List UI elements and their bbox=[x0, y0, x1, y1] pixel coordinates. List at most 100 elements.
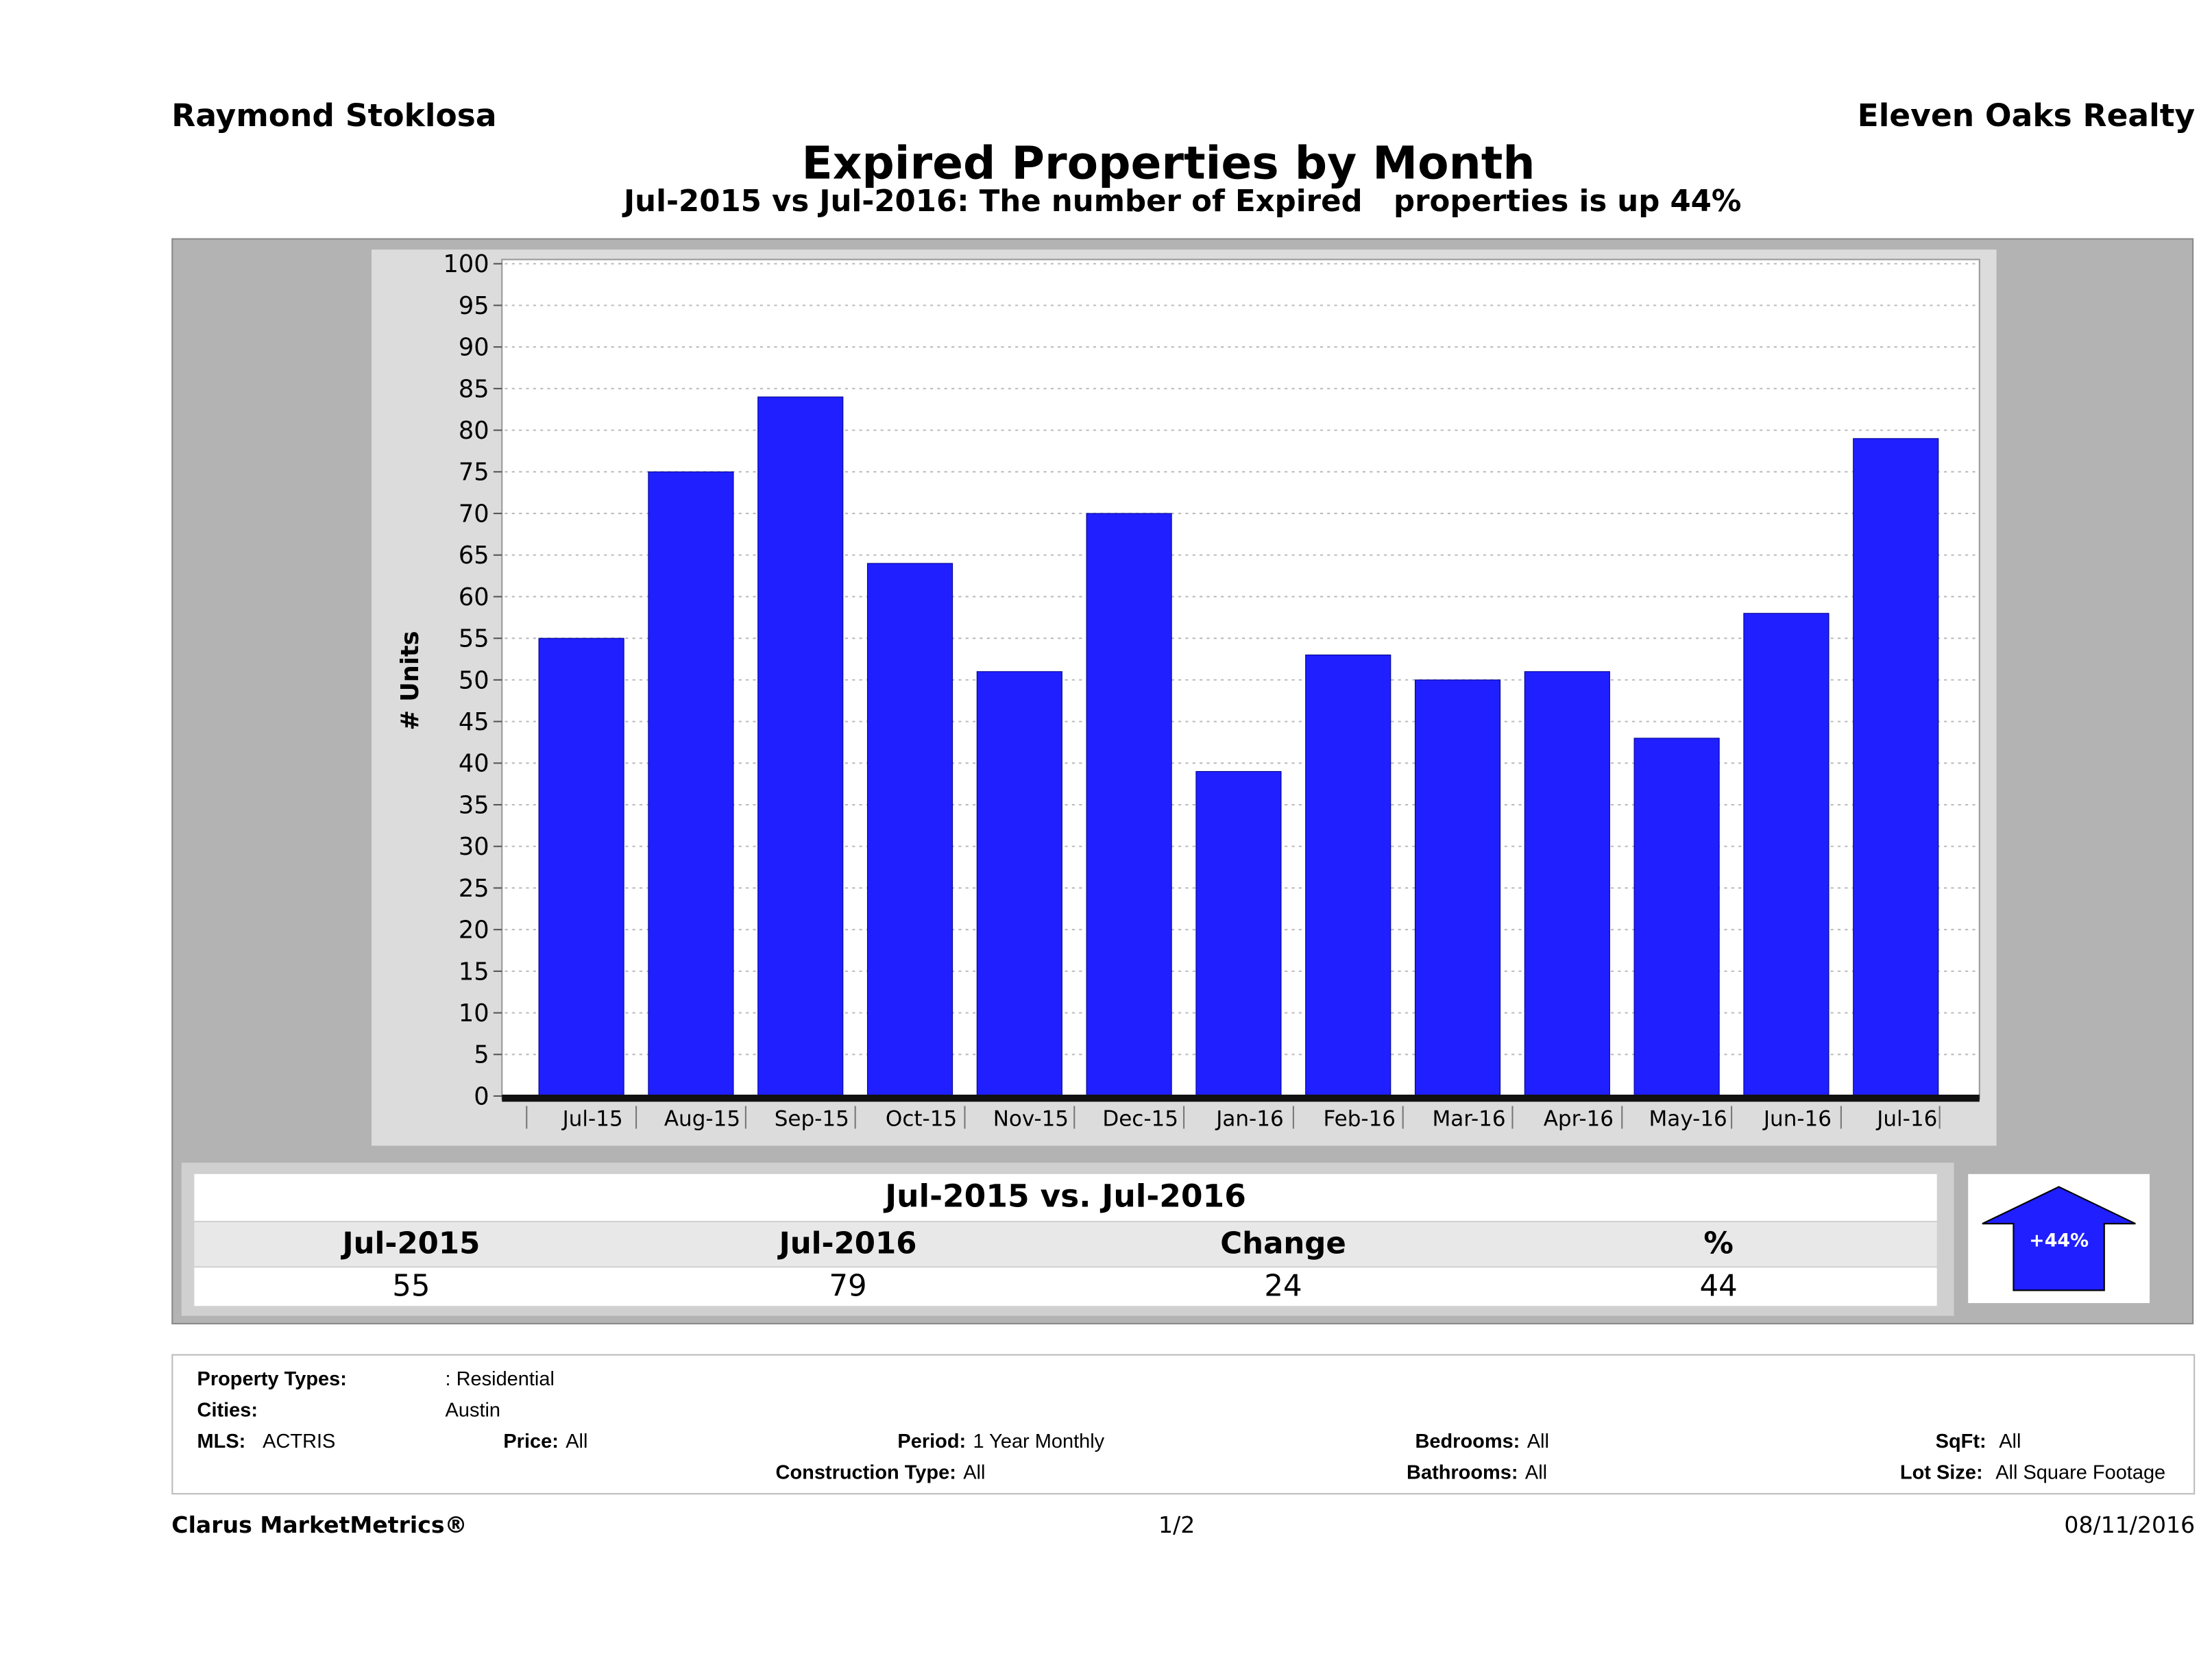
cities-label: Cities: bbox=[197, 1398, 258, 1421]
chart-subtitle: Jul-2015 vs Jul-2016: The number of Expi… bbox=[623, 184, 1742, 219]
y-tick-label: 95 bbox=[459, 292, 489, 320]
y-tick-label: 25 bbox=[459, 875, 489, 903]
value-jul-2015: 55 bbox=[392, 1269, 430, 1304]
summary-header-row: Jul-2015 Jul-2016 Change % bbox=[194, 1222, 1937, 1267]
value-jul-2016: 79 bbox=[829, 1269, 867, 1304]
change-badge-text: +44% bbox=[2029, 1230, 2089, 1251]
sqft-value: All bbox=[1999, 1429, 2021, 1452]
bar-Feb-16 bbox=[1305, 654, 1391, 1097]
lot-size-label: Lot Size: bbox=[1899, 1460, 1983, 1483]
header-jul-2015: Jul-2015 bbox=[342, 1226, 481, 1261]
y-tick-label: 85 bbox=[459, 375, 489, 403]
y-tick-label: 55 bbox=[459, 625, 489, 653]
y-tick-label: 50 bbox=[459, 666, 489, 694]
period-value: 1 Year Monthly bbox=[973, 1429, 1105, 1452]
bar-Mar-16 bbox=[1414, 679, 1501, 1097]
bar-Nov-15 bbox=[976, 671, 1062, 1097]
bar-Aug-15 bbox=[648, 471, 734, 1097]
footer-brand: Clarus MarketMetrics® bbox=[171, 1511, 467, 1539]
bar-Sep-15 bbox=[757, 396, 844, 1097]
report-filters: Property Types: : Residential Cities: Au… bbox=[171, 1354, 2196, 1495]
x-tick-label: Nov-15 bbox=[993, 1106, 1069, 1131]
y-tick-label: 80 bbox=[459, 417, 489, 445]
y-tick-label: 100 bbox=[443, 250, 489, 278]
y-tick-label: 20 bbox=[459, 916, 489, 945]
bar-Apr-16 bbox=[1524, 671, 1610, 1097]
filter-period: Period: 1 Year Monthly bbox=[897, 1429, 1104, 1452]
value-change: 24 bbox=[1264, 1269, 1302, 1304]
lot-size-value: All Square Footage bbox=[1995, 1460, 2166, 1483]
header-jul-2016: Jul-2016 bbox=[779, 1226, 917, 1261]
broker-name: Eleven Oaks Realty bbox=[1857, 99, 2196, 135]
bar-May-16 bbox=[1633, 738, 1720, 1097]
bar-Dec-15 bbox=[1086, 513, 1172, 1097]
x-tick-label: Jan-16 bbox=[1215, 1106, 1283, 1131]
x-axis-line bbox=[502, 1094, 1980, 1102]
y-tick-label: 15 bbox=[459, 958, 489, 986]
bathrooms-value: All bbox=[1524, 1460, 1548, 1483]
page-number: 1/2 bbox=[1158, 1511, 1195, 1539]
y-tick-label: 45 bbox=[459, 708, 489, 736]
x-tick-label: Aug-15 bbox=[664, 1106, 740, 1131]
value-percent: 44 bbox=[1699, 1269, 1738, 1304]
summary-values-row: 55 79 24 44 bbox=[194, 1267, 1937, 1306]
filter-price: Price: All bbox=[503, 1429, 587, 1452]
y-tick-label: 70 bbox=[459, 500, 489, 528]
bar-Jul-15 bbox=[538, 637, 624, 1097]
y-tick-label: 90 bbox=[459, 334, 489, 362]
comparison-summary: Jul-2015 vs. Jul-2016 Jul-2015 Jul-2016 … bbox=[181, 1163, 1954, 1316]
cities-value: Austin bbox=[445, 1398, 501, 1421]
x-tick-label: Jul-15 bbox=[561, 1106, 623, 1131]
y-tick-label: 60 bbox=[459, 583, 489, 611]
change-badge: +44% bbox=[1968, 1174, 2150, 1304]
bar-Jul-16 bbox=[1853, 438, 1939, 1097]
bar-Jun-16 bbox=[1743, 613, 1830, 1097]
construction-value: All bbox=[963, 1460, 986, 1483]
filter-bedrooms: Bedrooms: All bbox=[1415, 1429, 1548, 1452]
y-tick-label: 75 bbox=[459, 459, 489, 487]
chart-title: Expired Properties by Month bbox=[801, 136, 1535, 191]
y-tick-label: 5 bbox=[474, 1041, 489, 1069]
sqft-label: SqFt: bbox=[1935, 1429, 1986, 1452]
price-label: Price: bbox=[503, 1429, 559, 1452]
mls-label: MLS: bbox=[197, 1429, 246, 1452]
header-change: Change bbox=[1220, 1226, 1346, 1261]
mls-value: ACTRIS bbox=[263, 1429, 336, 1452]
x-tick-label: Oct-15 bbox=[886, 1106, 957, 1131]
y-tick-label: 65 bbox=[459, 542, 489, 570]
filter-sqft: SqFt: All bbox=[1936, 1429, 2021, 1452]
x-tick-label: May-16 bbox=[1649, 1106, 1727, 1131]
x-tick-label: Dec-15 bbox=[1102, 1106, 1178, 1131]
report-date: 08/11/2016 bbox=[2064, 1511, 2196, 1539]
x-tick-label: Mar-16 bbox=[1432, 1106, 1505, 1131]
filter-construction: Construction Type: All bbox=[776, 1461, 986, 1483]
y-tick-label: 0 bbox=[474, 1082, 489, 1110]
bedrooms-value: All bbox=[1527, 1429, 1549, 1452]
x-tick-label: Sep-15 bbox=[775, 1106, 849, 1131]
up-arrow-icon: +44% bbox=[1982, 1186, 2136, 1291]
agent-name: Raymond Stoklosa bbox=[171, 99, 497, 135]
filter-cities: Cities: Austin bbox=[197, 1398, 501, 1421]
x-tick-label: Feb-16 bbox=[1323, 1106, 1396, 1131]
summary-title: Jul-2015 vs. Jul-2016 bbox=[194, 1174, 1937, 1221]
property-types-value: : Residential bbox=[445, 1367, 555, 1390]
header-percent: % bbox=[1703, 1226, 1734, 1261]
y-axis-label: # Units bbox=[396, 631, 424, 730]
filter-property-types: Property Types: : Residential bbox=[197, 1367, 555, 1389]
bathrooms-label: Bathrooms: bbox=[1407, 1460, 1518, 1483]
bar-Oct-15 bbox=[866, 563, 953, 1097]
y-tick-label: 40 bbox=[459, 750, 489, 778]
filter-bathrooms: Bathrooms: All bbox=[1407, 1461, 1547, 1483]
property-types-label: Property Types: bbox=[197, 1367, 347, 1390]
y-tick-label: 10 bbox=[459, 999, 489, 1028]
bedrooms-label: Bedrooms: bbox=[1415, 1429, 1520, 1452]
bar-Jan-16 bbox=[1195, 770, 1282, 1097]
x-tick-label: Jun-16 bbox=[1762, 1106, 1832, 1131]
y-tick-label: 30 bbox=[459, 833, 489, 861]
period-label: Period: bbox=[897, 1429, 967, 1452]
filter-lot-size: Lot Size: All Square Footage bbox=[1900, 1461, 2165, 1483]
price-value: All bbox=[566, 1429, 588, 1452]
filter-mls: MLS: ACTRIS bbox=[197, 1429, 336, 1452]
construction-label: Construction Type: bbox=[775, 1460, 956, 1483]
x-tick-label: Jul-16 bbox=[1875, 1106, 1937, 1131]
